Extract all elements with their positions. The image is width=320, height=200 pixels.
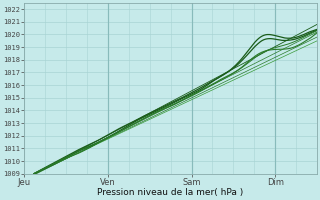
X-axis label: Pression niveau de la mer( hPa ): Pression niveau de la mer( hPa ) (98, 188, 244, 197)
